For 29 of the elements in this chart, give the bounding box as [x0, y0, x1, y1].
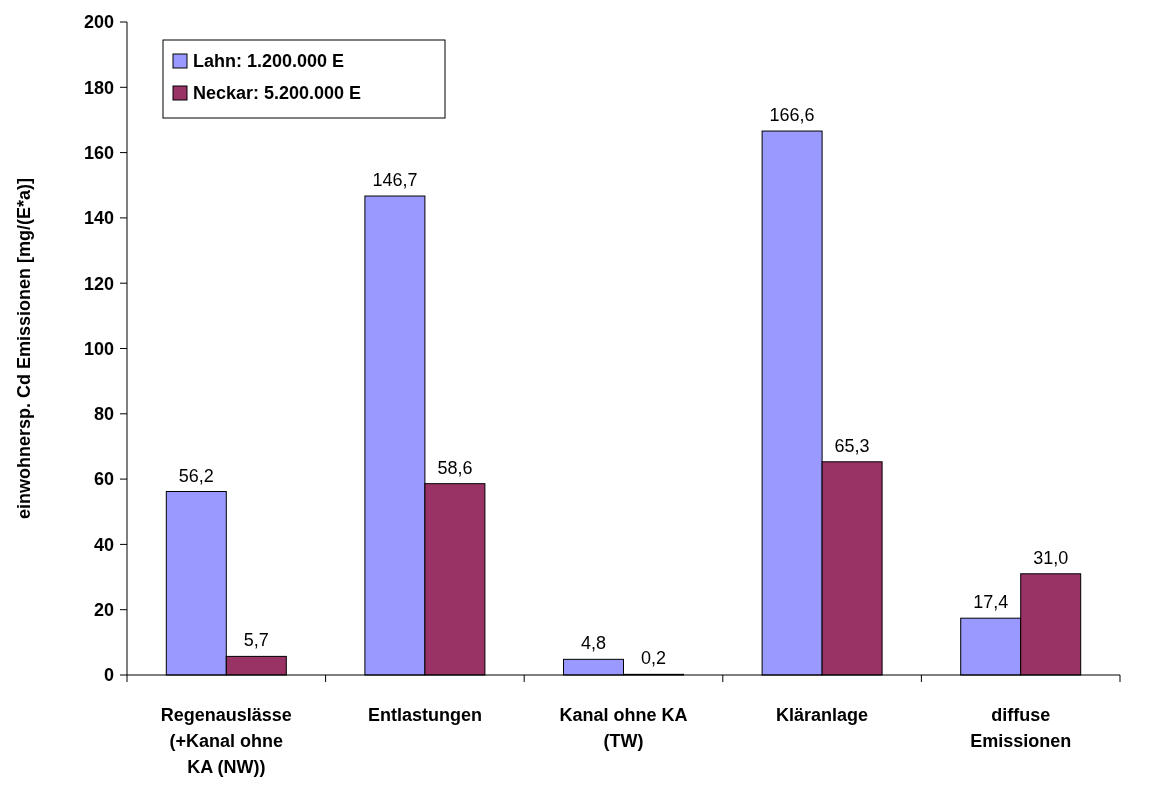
y-tick-label: 20	[93, 600, 114, 620]
y-axis-title: einwohnersp. Cd Emissionen [mg/(E*a)]	[14, 177, 34, 520]
x-tick-label: Kanal ohne KA (TW)	[559, 705, 688, 751]
y-tick-label: 60	[93, 469, 114, 490]
y-tick-label: 0	[103, 665, 114, 686]
data-label: 65,3	[834, 435, 870, 456]
x-tick-label: Entlastungen	[367, 705, 482, 725]
data-label: 0,2	[640, 648, 667, 669]
data-label: 58,6	[437, 457, 473, 478]
y-tick-label: 100	[83, 338, 114, 359]
y-tick-label: 40	[93, 534, 114, 555]
legend-label: Lahn: 1.200.000 E	[193, 51, 345, 72]
data-label: 4,8	[580, 633, 607, 654]
data-label: 166,6	[769, 105, 815, 126]
y-tick-label: 160	[83, 142, 114, 163]
y-tick-label: 140	[83, 208, 114, 229]
x-tick-label: Regenauslässe (+Kanal ohne KA (NW))	[160, 705, 292, 777]
data-label: 5,7	[243, 630, 269, 651]
y-tick-label: 200	[83, 12, 114, 33]
x-tick-label: diffuse Emissionen	[970, 705, 1072, 751]
data-label: 31,0	[1033, 547, 1069, 568]
y-tick-label: 80	[93, 404, 114, 425]
legend-label: Neckar: 5.200.000 E	[193, 83, 362, 104]
y-tick-label: 180	[83, 77, 114, 98]
y-tick-label: 120	[83, 273, 114, 294]
data-label: 56,2	[178, 465, 214, 486]
x-tick-label: Kläranlage	[776, 705, 869, 725]
data-label: 17,4	[973, 592, 1009, 613]
data-label: 146,7	[372, 170, 418, 191]
